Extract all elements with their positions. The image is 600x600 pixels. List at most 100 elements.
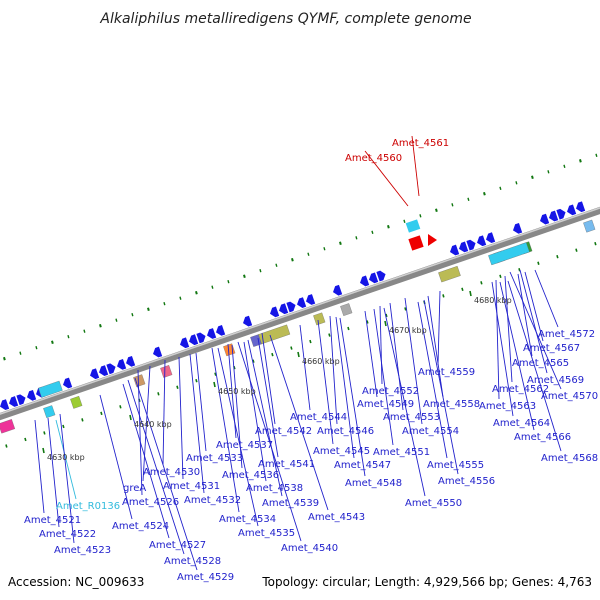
tick <box>214 372 217 376</box>
gene-box <box>583 219 596 233</box>
gene-arrow <box>216 325 226 336</box>
gene <box>549 210 559 222</box>
tick <box>195 290 198 295</box>
leader-line <box>517 273 533 357</box>
tick <box>366 320 369 324</box>
tick <box>290 346 293 350</box>
tick <box>291 257 294 262</box>
tick <box>99 323 102 328</box>
tick <box>51 340 54 344</box>
gene <box>243 315 253 327</box>
leader-line <box>504 275 513 383</box>
gene <box>9 396 19 407</box>
tick <box>163 302 166 306</box>
gene-label: Amet_4549 <box>357 399 414 410</box>
gene-arrow <box>243 315 253 327</box>
gene <box>556 208 566 220</box>
gene-red-arrow <box>428 234 437 246</box>
gene-arrow <box>63 377 73 389</box>
leader-line <box>404 297 423 425</box>
gene-label: Amet_4541 <box>258 459 315 470</box>
leader-line <box>507 280 562 452</box>
gene-arrow <box>106 363 116 375</box>
gene-arrow <box>333 284 343 296</box>
leader-line <box>339 317 366 477</box>
gene-label: Amet_R0136 <box>56 501 120 512</box>
gene <box>340 303 353 316</box>
kbp-label: 4640 kbp <box>134 420 172 429</box>
gene-red <box>408 235 424 251</box>
tick <box>594 241 597 246</box>
kbp-tick <box>469 290 472 297</box>
gene-label: Amet_4552 <box>362 386 419 397</box>
gene-box <box>38 380 63 398</box>
leader-line <box>329 315 338 425</box>
gene <box>180 337 190 349</box>
map-title: Alkaliphilus metalliredigens QYMF, compl… <box>99 11 471 27</box>
gene-label: Amet_4547 <box>334 460 391 471</box>
kbp-label: 4660 kbp <box>302 357 340 366</box>
tick <box>5 444 8 448</box>
gene-arrow <box>0 399 10 410</box>
gene-arrow <box>360 275 370 287</box>
tick <box>271 352 274 357</box>
tick <box>579 159 582 163</box>
gene-label: Amet_4539 <box>262 498 319 509</box>
tick <box>537 261 540 265</box>
gene-arrow <box>576 201 586 213</box>
gene <box>63 377 73 389</box>
gene <box>297 297 307 308</box>
leader-line <box>142 365 151 482</box>
gene-label: Amet_4568 <box>541 453 598 464</box>
tick <box>480 281 483 285</box>
tick <box>371 230 374 234</box>
gene-label: Amet_4556 <box>438 476 495 487</box>
gene <box>486 232 496 244</box>
gene-arrow <box>16 394 26 406</box>
gene-arrow <box>279 303 289 315</box>
gene-label: Amet_4534 <box>219 514 276 525</box>
gene-box <box>488 242 530 266</box>
leader-line <box>189 353 205 494</box>
gene <box>567 204 577 216</box>
gene-label: Amet_4526 <box>122 497 179 508</box>
leader-line <box>122 383 170 539</box>
gene-label: Amet_4528 <box>164 556 221 567</box>
leader-line <box>495 279 500 400</box>
tick <box>385 313 388 318</box>
gene-arrow <box>567 204 577 216</box>
tick <box>3 356 6 361</box>
gene-label: Amet_4527 <box>149 540 206 551</box>
tick <box>442 294 445 298</box>
tick <box>19 351 22 355</box>
gene <box>106 363 116 375</box>
gene-arrow <box>180 337 190 349</box>
kbp-label: 4650 kbp <box>218 387 256 396</box>
gene-arrow <box>466 239 476 251</box>
leader-line <box>524 271 544 342</box>
gene <box>258 324 291 345</box>
genome-backbone-highlight <box>0 207 600 415</box>
kbp-label: 4670 kbp <box>389 326 427 335</box>
kbp-tick <box>384 320 387 327</box>
gene-label: Amet_4522 <box>39 529 96 540</box>
gene-arrow <box>376 270 386 282</box>
gene-label: Amet_4538 <box>246 483 303 494</box>
gene-label: Amet_4559 <box>418 367 475 378</box>
leader-line <box>99 394 133 520</box>
gene <box>450 244 460 256</box>
tick <box>323 247 326 251</box>
gene <box>43 405 56 419</box>
gene-label: Amet_4523 <box>54 545 111 556</box>
gene-label: Amet_4563 <box>479 401 536 412</box>
tick <box>451 203 454 207</box>
gene-arrow <box>117 359 127 370</box>
gene <box>90 368 100 380</box>
leader-line <box>257 337 279 458</box>
tick <box>211 285 214 289</box>
gene-arrow <box>99 365 109 376</box>
gene <box>38 380 63 398</box>
gene <box>270 306 280 318</box>
kbp-label: 4630 kbp <box>47 453 85 462</box>
